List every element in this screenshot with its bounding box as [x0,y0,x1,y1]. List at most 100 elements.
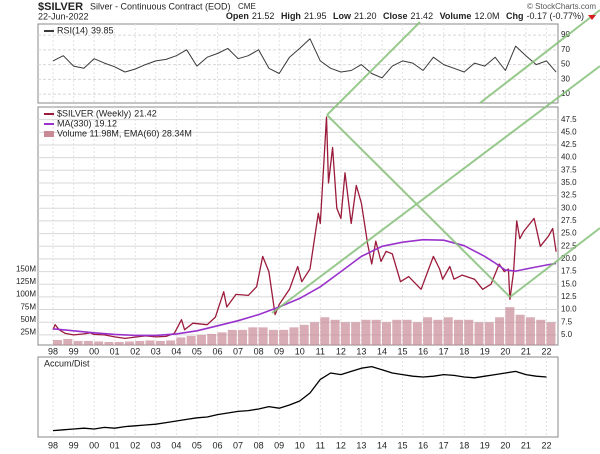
volume-bar [443,317,453,345]
y-tick-label: 70 [561,45,570,54]
x-tick-label: 04 [171,346,181,356]
volume-tick-label: 50M [20,315,36,324]
x-tick-label: 10 [295,440,305,450]
volume-bar [268,329,278,345]
panel [37,106,559,346]
y-tick-label: 40.0 [561,153,577,162]
quote-label: Low [333,11,352,21]
y-tick-label: 25.0 [561,229,577,238]
x-tick-label: 11 [316,346,325,356]
x-tick-label: 18 [459,346,469,356]
volume-bar [484,322,494,345]
trend-line [326,114,511,298]
legend-swatch [44,131,54,137]
x-tick-label: 08 [254,440,264,450]
volume-bar [289,327,299,345]
volume-bar [495,317,505,345]
y-tick-label: 32.5 [561,191,577,200]
volume-bar [83,340,93,345]
x-tick-label: 03 [151,440,161,450]
volume-bar [227,329,237,345]
volume-bar [248,327,258,345]
volume-bar [186,335,196,345]
panel-title: Accum/Dist [44,358,90,368]
volume-bar [63,338,73,345]
volume-tick-label: 100M [16,290,36,299]
x-tick-label: 14 [377,346,387,356]
x-tick-label: 13 [356,346,366,356]
volume-bar [124,341,134,345]
x-tick-label: 17 [439,346,449,356]
x-tick-label: 07 [233,346,243,356]
y-tick-label: 45.0 [561,127,577,136]
x-tick-label: 16 [418,346,428,356]
y-tick-label: 15.0 [561,279,577,288]
x-tick-label: 13 [356,440,366,450]
volume-bar [330,319,340,345]
y-tick-label: 47.5 [561,115,577,124]
volume-bar [207,333,217,345]
quote-value: 21.20 [354,11,377,21]
instrument-name: Silver - Continuous Contract (EOD) [90,1,231,11]
y-tick-label: 22.5 [561,241,577,250]
y-tick-label: 7.5 [561,317,573,326]
volume-bar [135,340,145,345]
exchange: CME [238,2,256,11]
plot-layer: 10 30 50 70 90 RSI(14) 39.85 98 99 00 01 02 03 04 05 06… [16,23,577,450]
quote-value: -0.17 (-0.77%) [526,11,584,21]
volume-bar [279,329,289,345]
x-tick-label: 06 [212,346,222,356]
x-tick-label: 09 [274,346,284,356]
volume-tick-label: 150M [16,264,36,273]
panel [37,356,559,438]
x-tick-label: 20 [500,346,510,356]
y-tick-label: 35.0 [561,178,577,187]
legend-label: MA(330) [57,118,92,128]
x-tick-label: 01 [110,440,120,450]
volume-bar [258,327,268,345]
volume-bar [176,337,186,345]
volume-bar [217,332,227,345]
x-tick-label: 12 [336,440,346,450]
x-tick-label: 03 [151,346,161,356]
quote-label: Volume [440,11,472,21]
x-tick-label: 08 [254,346,264,356]
x-tick-label: 02 [130,346,140,356]
quote-value: 21.95 [304,11,327,21]
volume-tick-label: 25M [20,328,36,337]
trend-line [326,21,421,116]
y-tick-label: 20.0 [561,254,577,263]
y-tick-label: 37.5 [561,165,577,174]
x-tick-label: 16 [418,440,428,450]
volume-bar [423,317,433,345]
x-tick-label: 98 [48,440,58,450]
x-tick-label: 11 [316,440,325,450]
legend-label: Volume 11.98M, EMA(60) 28.34M [57,128,192,138]
trend-line [271,65,600,314]
y-tick-label: 50 [561,60,570,69]
x-tick-label: 15 [398,440,408,450]
x-tick-label: 04 [171,440,181,450]
volume-bar [340,322,350,345]
series-line [52,116,557,340]
volume-bar [320,317,330,345]
x-tick-label: 17 [439,440,449,450]
x-tick-label: 20 [500,440,510,450]
volume-bar [546,322,556,345]
panel [37,23,559,104]
legend-value: 19.12 [95,118,118,128]
x-tick-label: 21 [521,440,531,450]
volume-bar [351,322,361,345]
volume-bar [536,319,546,345]
legend-value: 39.85 [91,25,114,35]
x-tick-label: 22 [541,346,551,356]
x-tick-label: 99 [69,346,79,356]
volume-bar [412,322,422,345]
volume-bar [464,319,474,345]
y-tick-label: 5.0 [561,330,573,339]
volume-bar [104,341,114,345]
x-tick-label: 09 [274,440,284,450]
x-tick-label: 18 [459,440,469,450]
volume-bar [371,319,381,345]
